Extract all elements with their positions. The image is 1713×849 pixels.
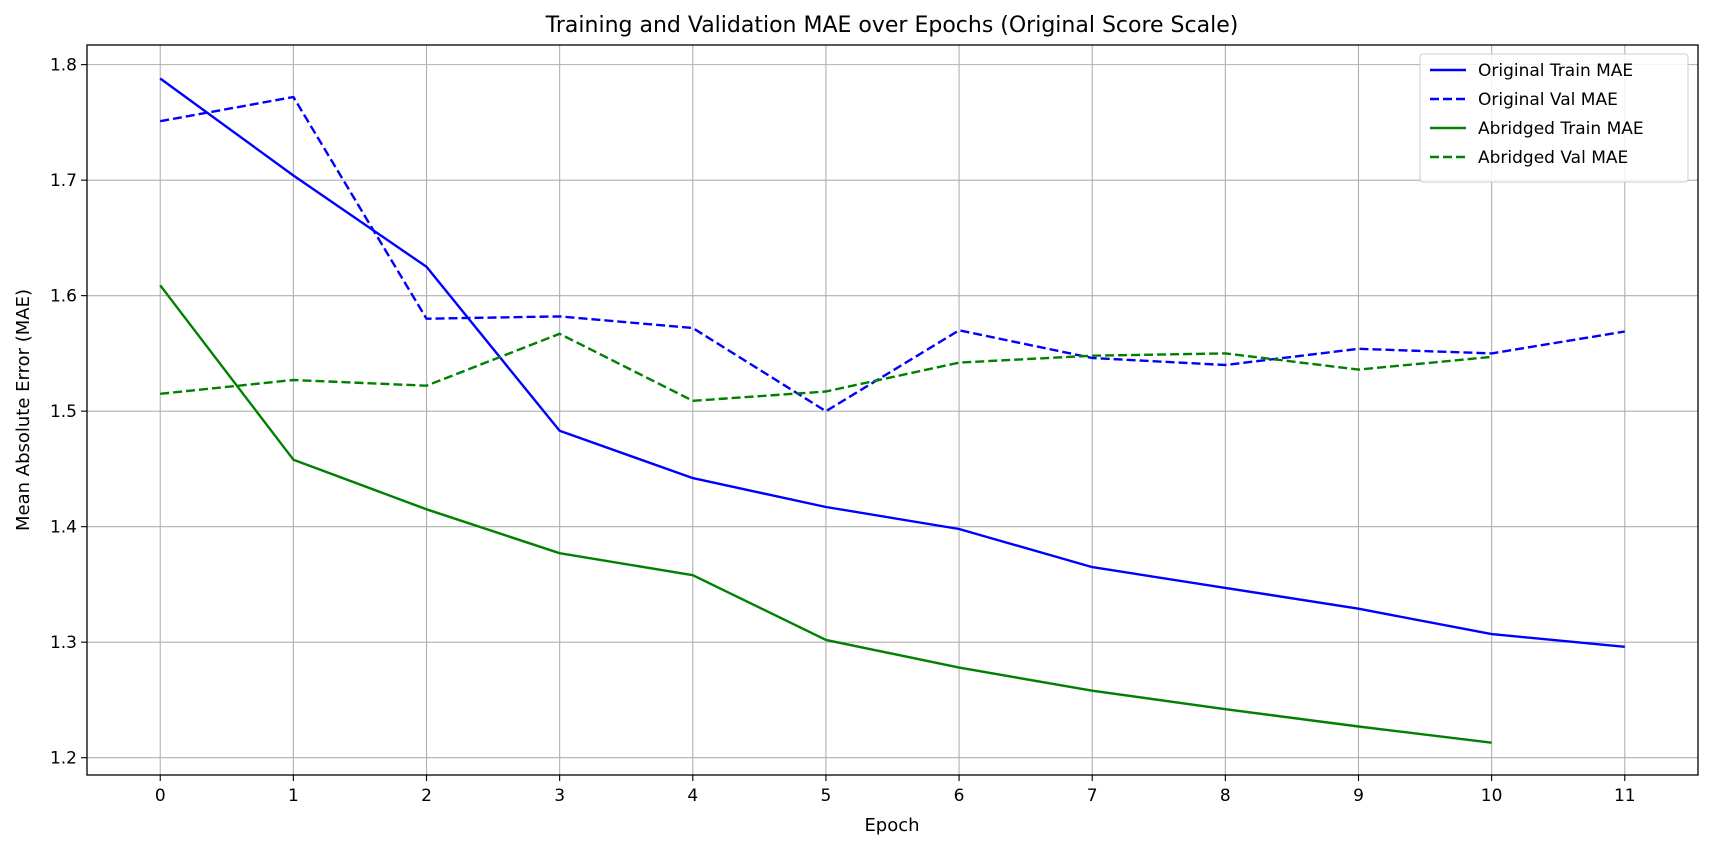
y-tick-label: 1.2 [50,749,77,769]
y-tick-label: 1.3 [50,633,77,653]
legend-label: Original Val MAE [1478,90,1618,110]
x-tick-label: 3 [554,786,565,806]
y-tick-label: 1.4 [50,518,77,538]
series-line-original-train-mae [159,77,1625,648]
x-tick-label: 0 [155,786,166,806]
chart-title: Training and Validation MAE over Epochs … [545,13,1239,38]
x-tick-label: 10 [1481,786,1503,806]
y-axis-label: Mean Absolute Error (MAE) [13,289,34,531]
plot-frame [86,44,1699,776]
legend-label: Abridged Train MAE [1478,119,1644,139]
x-tick-label: 4 [687,786,698,806]
x-tick-label: 8 [1220,786,1231,806]
x-tick-label: 11 [1614,786,1636,806]
x-tick-label: 6 [954,786,965,806]
legend: Original Train MAE Original Val MAE Abridg… [1419,53,1689,183]
legend-label: Original Train MAE [1478,61,1633,81]
legend-box [1419,53,1689,183]
series-lines [159,77,1625,744]
series-line-abridged-train-mae [159,284,1492,744]
y-tick-label: 1.6 [50,287,77,307]
x-tick-label: 9 [1353,786,1364,806]
x-tick-label: 2 [421,786,432,806]
legend-label: Abridged Val MAE [1478,148,1628,168]
axis-ticks: 0 1 2 3 4 5 6 7 8 9 10 11 1.2 1.3 1.4 1.5 1.6 1.7 1.8 [50,56,1636,806]
y-tick-label: 1.5 [50,402,77,422]
x-tick-label: 5 [821,786,832,806]
series-line-abridged-val-mae [160,332,1492,402]
x-tick-label: 7 [1087,786,1098,806]
x-tick-label: 1 [288,786,299,806]
y-tick-label: 1.8 [50,56,77,76]
x-axis-label: Epoch [864,815,919,836]
series-line-original-val-mae [159,95,1625,413]
y-tick-label: 1.7 [50,171,77,191]
